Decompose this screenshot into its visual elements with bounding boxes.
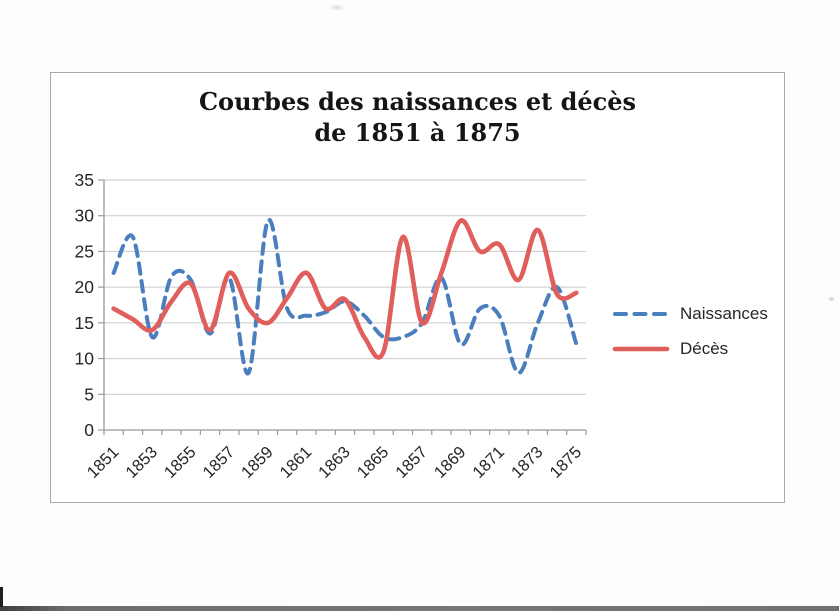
x-tick-label: 1863 [315, 443, 354, 482]
y-tick-label: 25 [75, 241, 94, 261]
chart-title: Courbes des naissances et décès de 1851 … [50, 86, 785, 148]
scan-artifact-speck [829, 297, 834, 301]
x-tick-label: 1871 [469, 443, 508, 482]
x-tick-label: 1875 [546, 443, 585, 482]
scan-artifact-corner-mark [0, 587, 3, 607]
chart-title-line-2: de 1851 à 1875 [314, 118, 521, 147]
x-tick-label: 1861 [277, 443, 316, 482]
chart-title-line-1: Courbes des naissances et décès [198, 87, 637, 116]
legend-item-deces: Décès [612, 331, 768, 366]
y-tick-label: 30 [75, 206, 95, 226]
chart-legend: Naissances Décès [612, 296, 768, 366]
x-tick-label: 1873 [508, 443, 547, 482]
scan-page-bottom-edge [0, 606, 839, 611]
y-tick-label: 20 [75, 277, 95, 297]
y-tick-label: 5 [84, 384, 94, 404]
naissances-dashed-line-icon [613, 311, 667, 316]
x-tick-label: 1857 [392, 443, 431, 482]
x-tick-label: 1857 [199, 443, 238, 482]
legend-item-naissances: Naissances [612, 296, 768, 331]
x-tick-label: 1851 [84, 443, 123, 482]
y-tick-label: 10 [75, 349, 95, 369]
deces-solid-line-icon [612, 346, 670, 351]
series-line-deces [111, 218, 579, 360]
y-tick-label: 35 [75, 170, 94, 190]
x-tick-label: 1865 [354, 443, 393, 482]
x-tick-label: 1859 [238, 443, 277, 482]
legend-label-naissances: Naissances [680, 303, 768, 323]
y-tick-label: 0 [84, 420, 94, 440]
x-tick-label: 1855 [161, 443, 200, 482]
x-tick-label: 1853 [122, 443, 161, 482]
scan-artifact-speck [329, 4, 345, 11]
y-tick-label: 15 [75, 313, 94, 333]
legend-label-deces: Décès [680, 338, 729, 358]
x-tick-label: 1869 [431, 443, 470, 482]
series-line-naissances [111, 217, 579, 375]
